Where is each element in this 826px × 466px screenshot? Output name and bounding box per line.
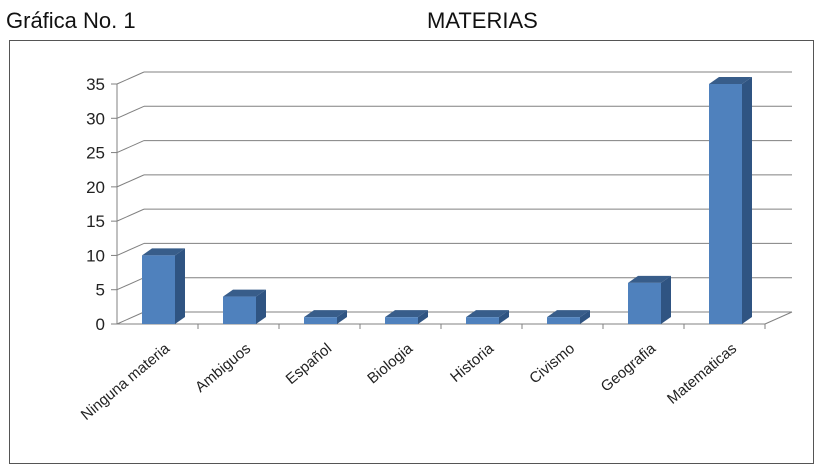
- y-tick-label: 20: [86, 178, 105, 197]
- bar-side: [418, 310, 428, 324]
- bar-top: [547, 310, 590, 318]
- y-tick-label: 30: [86, 109, 105, 128]
- y-tick-label: 25: [86, 144, 105, 163]
- x-category-label: Matematicas: [664, 340, 740, 408]
- bar-top: [142, 248, 185, 256]
- bar: [709, 84, 742, 324]
- chart-frame: [9, 40, 814, 464]
- bar: [142, 255, 175, 324]
- floor-right-edge: [764, 311, 793, 325]
- bar-top: [304, 310, 347, 318]
- x-category-label: Ninguna materia: [78, 340, 174, 424]
- bar-layer: [142, 77, 752, 324]
- y-tick-label: 5: [96, 281, 105, 300]
- y-tick-label: 10: [86, 246, 105, 265]
- bar-side: [256, 289, 266, 324]
- chart-caption-label: Gráfica No. 1: [6, 8, 136, 33]
- bar-top: [385, 310, 428, 318]
- bar-top: [466, 310, 509, 318]
- x-category-label: Civismo: [526, 340, 578, 387]
- bar-top: [709, 77, 752, 84]
- x-category-label: Ambiguos: [192, 340, 254, 396]
- gridline-depth: [116, 174, 145, 188]
- bar: [466, 317, 499, 324]
- x-category-label: Geografia: [598, 340, 660, 396]
- bar-side: [175, 248, 185, 324]
- gridline-depth: [116, 242, 145, 256]
- bar: [547, 317, 580, 324]
- bar-side: [580, 310, 590, 324]
- bar: [304, 317, 337, 324]
- x-category-label: Biologia: [364, 340, 416, 388]
- chart-caption-title: MATERIAS: [427, 8, 538, 33]
- bar-side: [661, 275, 671, 324]
- gridline-depth: [116, 311, 145, 325]
- bar-side: [499, 310, 509, 324]
- bar-top: [628, 275, 671, 283]
- bar-top: [223, 289, 266, 297]
- y-tick-label: 15: [86, 212, 105, 231]
- bar: [628, 282, 661, 324]
- gridline-depth: [116, 277, 145, 291]
- gridline-depth: [116, 208, 145, 222]
- y-tick-label: 0: [96, 315, 105, 334]
- bar-side: [742, 77, 752, 324]
- gridline-depth: [116, 71, 145, 85]
- y-tick-label: 35: [86, 75, 105, 94]
- grid-layer: [111, 71, 793, 329]
- bar-side: [337, 310, 347, 324]
- gridline-depth: [116, 140, 145, 154]
- x-category-label: Español: [283, 340, 335, 388]
- x-category-label: Historia: [447, 340, 497, 386]
- bar: [223, 296, 256, 324]
- gridline-depth: [116, 105, 145, 119]
- bar: [385, 317, 418, 324]
